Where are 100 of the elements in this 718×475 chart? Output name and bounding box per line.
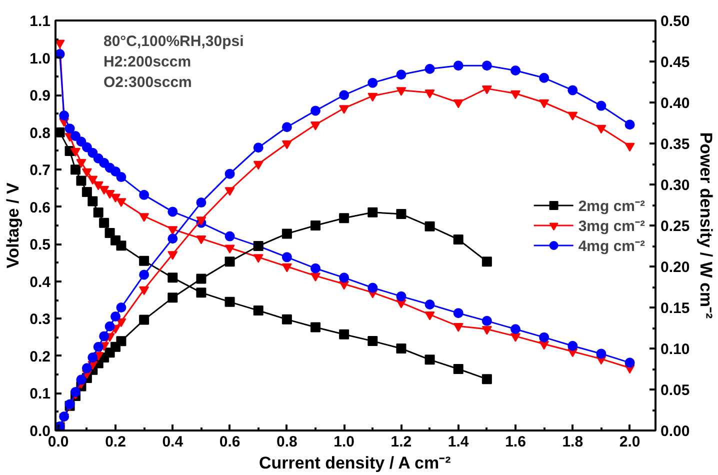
y2-tick-label: 0.40 xyxy=(660,95,690,112)
point xyxy=(482,60,492,71)
point xyxy=(368,336,378,346)
point xyxy=(99,218,110,228)
point xyxy=(93,181,104,190)
y2-tick-label: 0.05 xyxy=(660,382,690,399)
point xyxy=(396,209,406,220)
point xyxy=(116,336,126,346)
point xyxy=(568,85,578,96)
point xyxy=(104,321,115,332)
point xyxy=(368,207,378,218)
point xyxy=(76,374,86,385)
point xyxy=(424,64,435,74)
point xyxy=(424,300,435,310)
point xyxy=(453,364,464,374)
point xyxy=(253,142,264,153)
point xyxy=(453,60,464,71)
point xyxy=(596,124,606,134)
annotation: O2:300sccm xyxy=(104,74,192,91)
x-tick-label: 1.4 xyxy=(448,434,470,450)
point xyxy=(139,286,150,296)
point xyxy=(56,40,65,49)
point xyxy=(168,226,178,235)
y-tick-label: 0.6 xyxy=(30,199,51,216)
point xyxy=(76,159,86,168)
point xyxy=(99,331,110,342)
point xyxy=(339,329,350,340)
legend-label: 3mg cm⁻² xyxy=(578,217,645,235)
y2-axis-title: Power density / W cm⁻² xyxy=(696,132,716,320)
point xyxy=(339,272,350,283)
y2-tick-label: 0.10 xyxy=(660,341,690,358)
point xyxy=(253,160,264,170)
point xyxy=(70,148,80,157)
point xyxy=(168,234,178,244)
legend-label: 4mg cm⁻² xyxy=(578,237,645,255)
y-tick-label: 0.8 xyxy=(30,124,51,142)
y2-tick-label: 0.25 xyxy=(660,218,690,235)
y-tick-label: 1.0 xyxy=(30,50,51,68)
point xyxy=(168,292,178,303)
x-tick-label: 0.2 xyxy=(105,434,126,450)
x-tick-label: 2.0 xyxy=(619,434,640,450)
point xyxy=(168,251,178,260)
point xyxy=(110,312,120,322)
y2-tick-label: 0.30 xyxy=(660,177,690,194)
point xyxy=(282,228,292,239)
point xyxy=(104,190,115,199)
point xyxy=(116,198,126,207)
point xyxy=(253,254,264,263)
point xyxy=(93,342,104,352)
point xyxy=(339,90,350,100)
point xyxy=(196,274,206,284)
y2-tick-label: 0.35 xyxy=(660,136,690,153)
point xyxy=(93,207,104,218)
point xyxy=(624,120,635,130)
x-tick-label: 0.8 xyxy=(276,434,298,450)
y-tick-label: 0.4 xyxy=(30,274,52,291)
point xyxy=(596,348,606,359)
y-tick-label: 0.2 xyxy=(30,348,51,366)
point xyxy=(568,340,578,351)
point xyxy=(224,231,235,242)
point xyxy=(339,105,350,114)
point xyxy=(310,220,320,230)
x-tick-label: 0.6 xyxy=(219,434,240,450)
point xyxy=(196,288,206,298)
point xyxy=(139,270,150,280)
point xyxy=(168,272,178,283)
point xyxy=(253,305,264,316)
x-axis-title: Current density / A cm⁻² xyxy=(258,454,452,472)
point xyxy=(116,302,126,312)
point xyxy=(88,176,98,185)
y2-tick-label: 0.15 xyxy=(660,300,690,317)
point xyxy=(224,187,235,196)
y-tick-label: 0.5 xyxy=(30,236,51,254)
y-tick-label: 0.3 xyxy=(30,311,51,328)
y2-tick-label: 0.20 xyxy=(660,259,690,276)
point xyxy=(424,311,435,320)
point xyxy=(88,352,98,363)
point xyxy=(282,263,292,272)
point xyxy=(139,190,150,200)
point xyxy=(453,308,464,318)
point xyxy=(624,142,635,152)
point xyxy=(70,386,80,397)
point xyxy=(339,213,350,224)
point xyxy=(424,90,435,98)
x-tick-label: 0.4 xyxy=(162,434,184,450)
point xyxy=(482,316,492,326)
y-tick-label: 0.9 xyxy=(30,88,51,105)
point xyxy=(224,168,235,179)
y-tick-label: 0.1 xyxy=(30,386,51,403)
point xyxy=(82,168,92,178)
point xyxy=(396,344,406,354)
point xyxy=(482,374,492,384)
point xyxy=(453,323,464,332)
point xyxy=(224,256,235,267)
point xyxy=(368,78,378,88)
point xyxy=(282,122,292,132)
y2-tick-label: 0.50 xyxy=(660,13,690,30)
y-axis-title: Voltage / V xyxy=(4,182,23,268)
point xyxy=(224,244,235,254)
point xyxy=(424,354,435,365)
